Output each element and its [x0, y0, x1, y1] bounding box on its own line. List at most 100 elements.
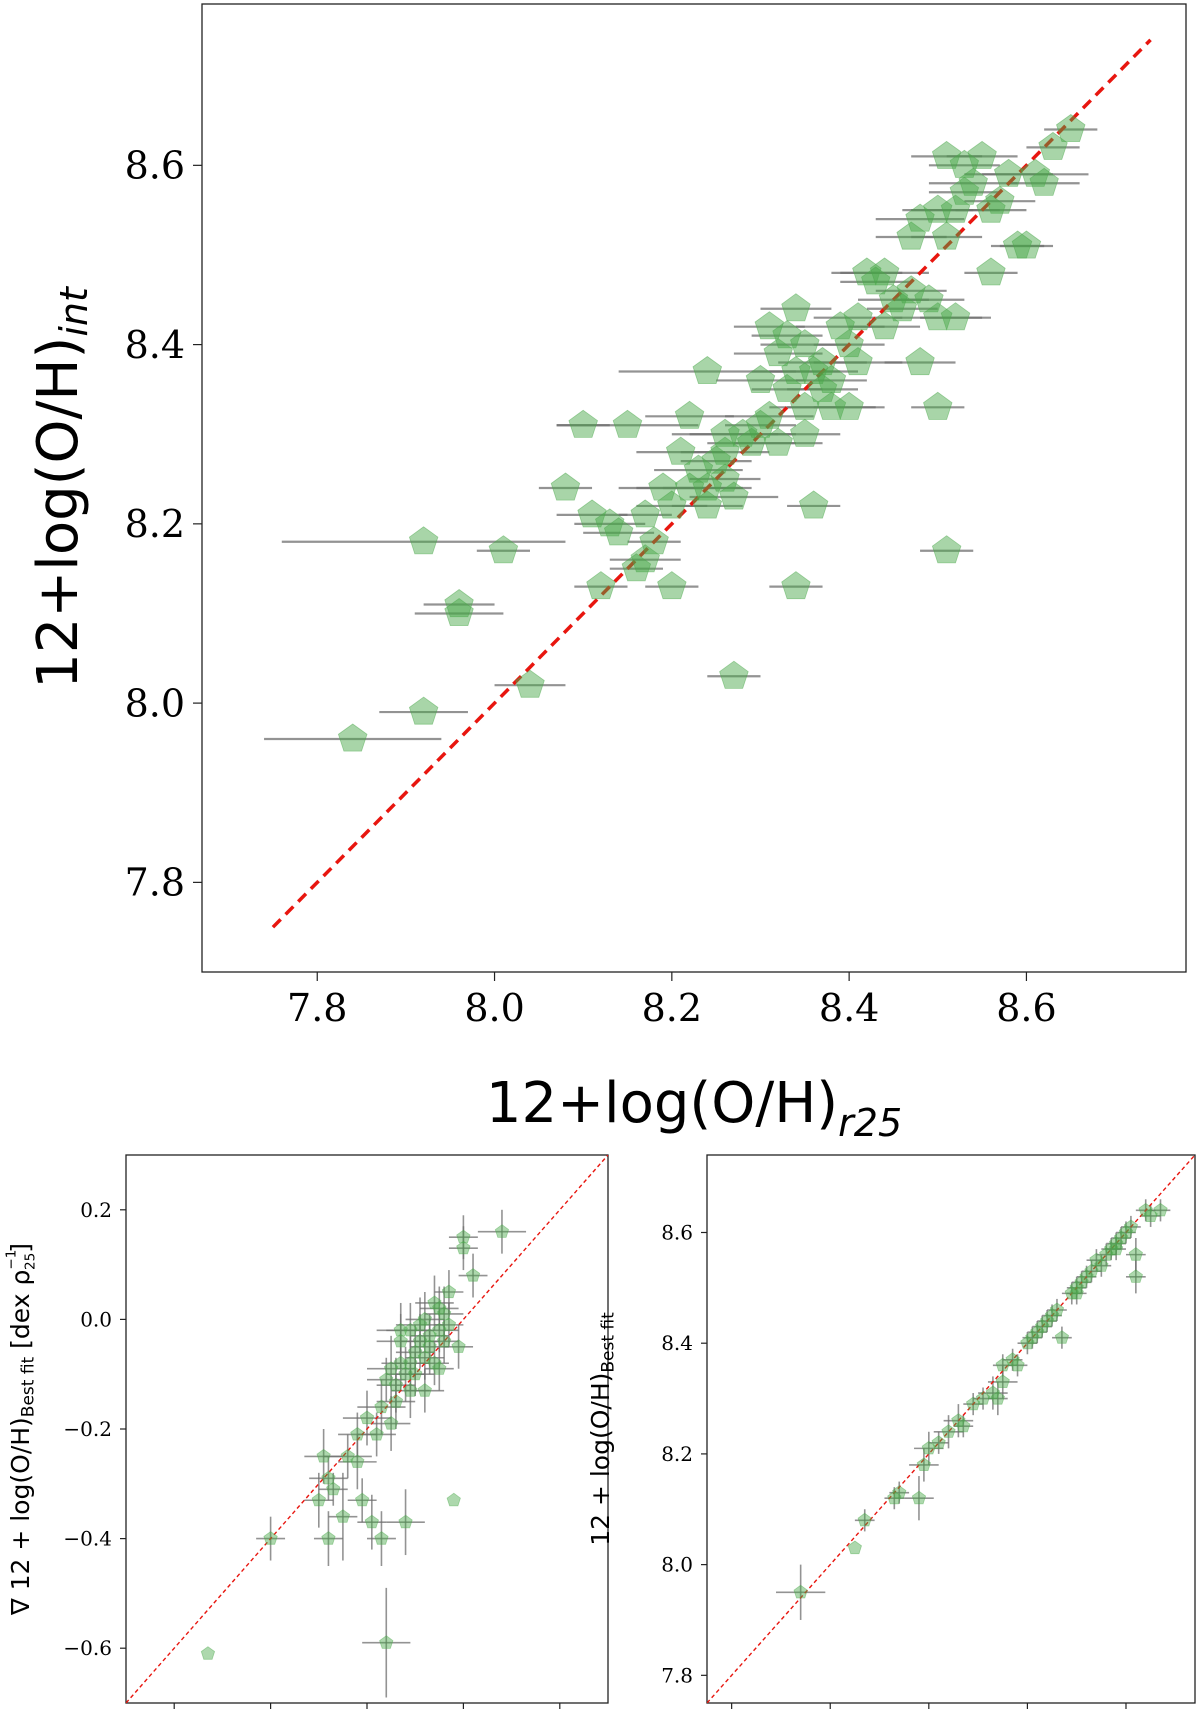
data-point [1089, 1252, 1104, 1267]
data-point [408, 696, 439, 725]
y-tick-label: −0.4 [63, 1527, 112, 1551]
data-point [798, 356, 829, 385]
data-point [951, 1413, 966, 1427]
data-point [911, 1490, 927, 1505]
data-point [896, 221, 926, 250]
y-tick-label: −0.2 [63, 1417, 112, 1441]
data-point [408, 526, 439, 555]
data-point [321, 1531, 336, 1545]
data-point [393, 1322, 408, 1337]
data-point [456, 1240, 471, 1255]
data-point [1128, 1247, 1143, 1261]
data-point [967, 140, 997, 169]
data-point [923, 194, 953, 223]
y-tick-label: 8.6 [661, 1220, 693, 1244]
data-point [388, 1394, 404, 1408]
data-point [976, 194, 1006, 223]
data-point [456, 1229, 471, 1244]
data-point [807, 347, 838, 376]
data-point [657, 571, 687, 600]
data-point [793, 1584, 808, 1599]
data-point [763, 427, 793, 456]
data-point [437, 1333, 452, 1348]
data-point [857, 1512, 872, 1527]
data-point [1128, 1269, 1143, 1283]
data-point [905, 203, 935, 232]
data-point [648, 472, 678, 501]
data-point [1044, 1308, 1060, 1322]
data-point [728, 418, 758, 447]
data-point [790, 391, 820, 420]
data-point [437, 1306, 452, 1320]
data-point [639, 526, 669, 555]
data-point [710, 463, 740, 492]
data-point [1011, 230, 1042, 259]
data-point [603, 517, 634, 546]
data-point [1109, 1236, 1124, 1250]
data-point [446, 1492, 461, 1507]
data-point [383, 1361, 399, 1375]
data-point [940, 194, 971, 223]
data-point [674, 472, 705, 501]
data-point [1002, 230, 1033, 259]
data-point [657, 490, 687, 519]
data-point [949, 176, 980, 205]
data-point [847, 1540, 862, 1555]
data-point [403, 1322, 418, 1337]
data-point [995, 1374, 1010, 1388]
data-point [692, 472, 723, 501]
x-tick-label: 8.2 [642, 986, 702, 1030]
data-point [369, 1427, 384, 1441]
data-point [887, 293, 918, 322]
y-tick-label: 8.2 [661, 1442, 693, 1466]
data-point [1099, 1247, 1114, 1261]
y-tick-label: 7.8 [125, 861, 185, 905]
data-point [995, 1357, 1010, 1372]
data-point [852, 257, 882, 286]
data-point [781, 571, 811, 600]
data-point [869, 257, 900, 286]
data-point [630, 544, 660, 573]
data-point [1109, 1241, 1124, 1256]
data-point [432, 1300, 447, 1315]
data-point [311, 1492, 326, 1507]
data-point [790, 418, 820, 447]
data-point [417, 1383, 432, 1397]
data-point [892, 1485, 907, 1499]
data-point [379, 1372, 394, 1386]
data-point [393, 1355, 408, 1370]
data-point [422, 1328, 437, 1342]
data-point [451, 1339, 466, 1353]
data-point [577, 499, 607, 528]
data-point [1084, 1263, 1099, 1278]
data-point [326, 1481, 341, 1496]
plot-area [707, 1155, 1195, 1703]
y-tick-label: 8.4 [661, 1331, 693, 1355]
data-point [692, 490, 723, 519]
data-point [465, 1268, 481, 1282]
data-point [403, 1355, 418, 1370]
x-tick-label: 8.6 [996, 986, 1056, 1030]
data-point [393, 1333, 408, 1348]
data-point [364, 1514, 379, 1529]
data-point [432, 1322, 447, 1337]
data-point [798, 490, 829, 519]
data-point [949, 149, 980, 178]
y-axis-label: ∇ 12 + log(O/H)Best fit [dex ρ−1 25] [4, 1243, 39, 1616]
y-tick-label: 0.0 [80, 1307, 112, 1331]
data-point [444, 598, 474, 626]
data-point [940, 302, 971, 331]
data-point [719, 481, 749, 510]
data-point [379, 1635, 394, 1649]
data-point [916, 1457, 931, 1471]
data-point [408, 1366, 423, 1381]
data-point [515, 669, 545, 698]
plot-area [264, 38, 1152, 929]
data-point [263, 1531, 278, 1545]
data-point [355, 1492, 370, 1507]
data-point [834, 329, 864, 358]
data-point [1025, 1330, 1040, 1344]
data-point [1074, 1274, 1089, 1289]
data-point [340, 1448, 355, 1463]
